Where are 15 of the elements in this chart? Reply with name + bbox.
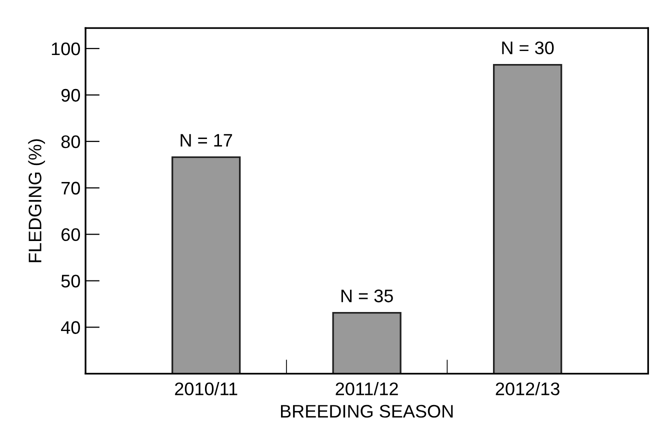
x-tick-label: 2012/13 xyxy=(496,382,560,396)
annotation: N = 17 xyxy=(180,134,232,147)
annotation: N = 35 xyxy=(341,290,393,302)
y-tick-label: 40 xyxy=(61,321,80,334)
y-tick-label: 60 xyxy=(62,228,80,242)
y-tick-label: 90 xyxy=(61,88,80,102)
y-axis-title: FLEDGING (%) xyxy=(28,139,45,262)
y-tick-label: 70 xyxy=(62,182,80,195)
x-tick-label: 2011/12 xyxy=(336,382,398,396)
annotation: N = 30 xyxy=(502,41,554,54)
x-tick-label: 2010/11 xyxy=(175,382,238,396)
x-axis-title: BREEDING SEASON xyxy=(281,404,453,418)
y-tick-label: 100 xyxy=(52,42,80,56)
y-tick-label: 50 xyxy=(61,274,80,288)
y-tick-label: 80 xyxy=(61,135,80,148)
